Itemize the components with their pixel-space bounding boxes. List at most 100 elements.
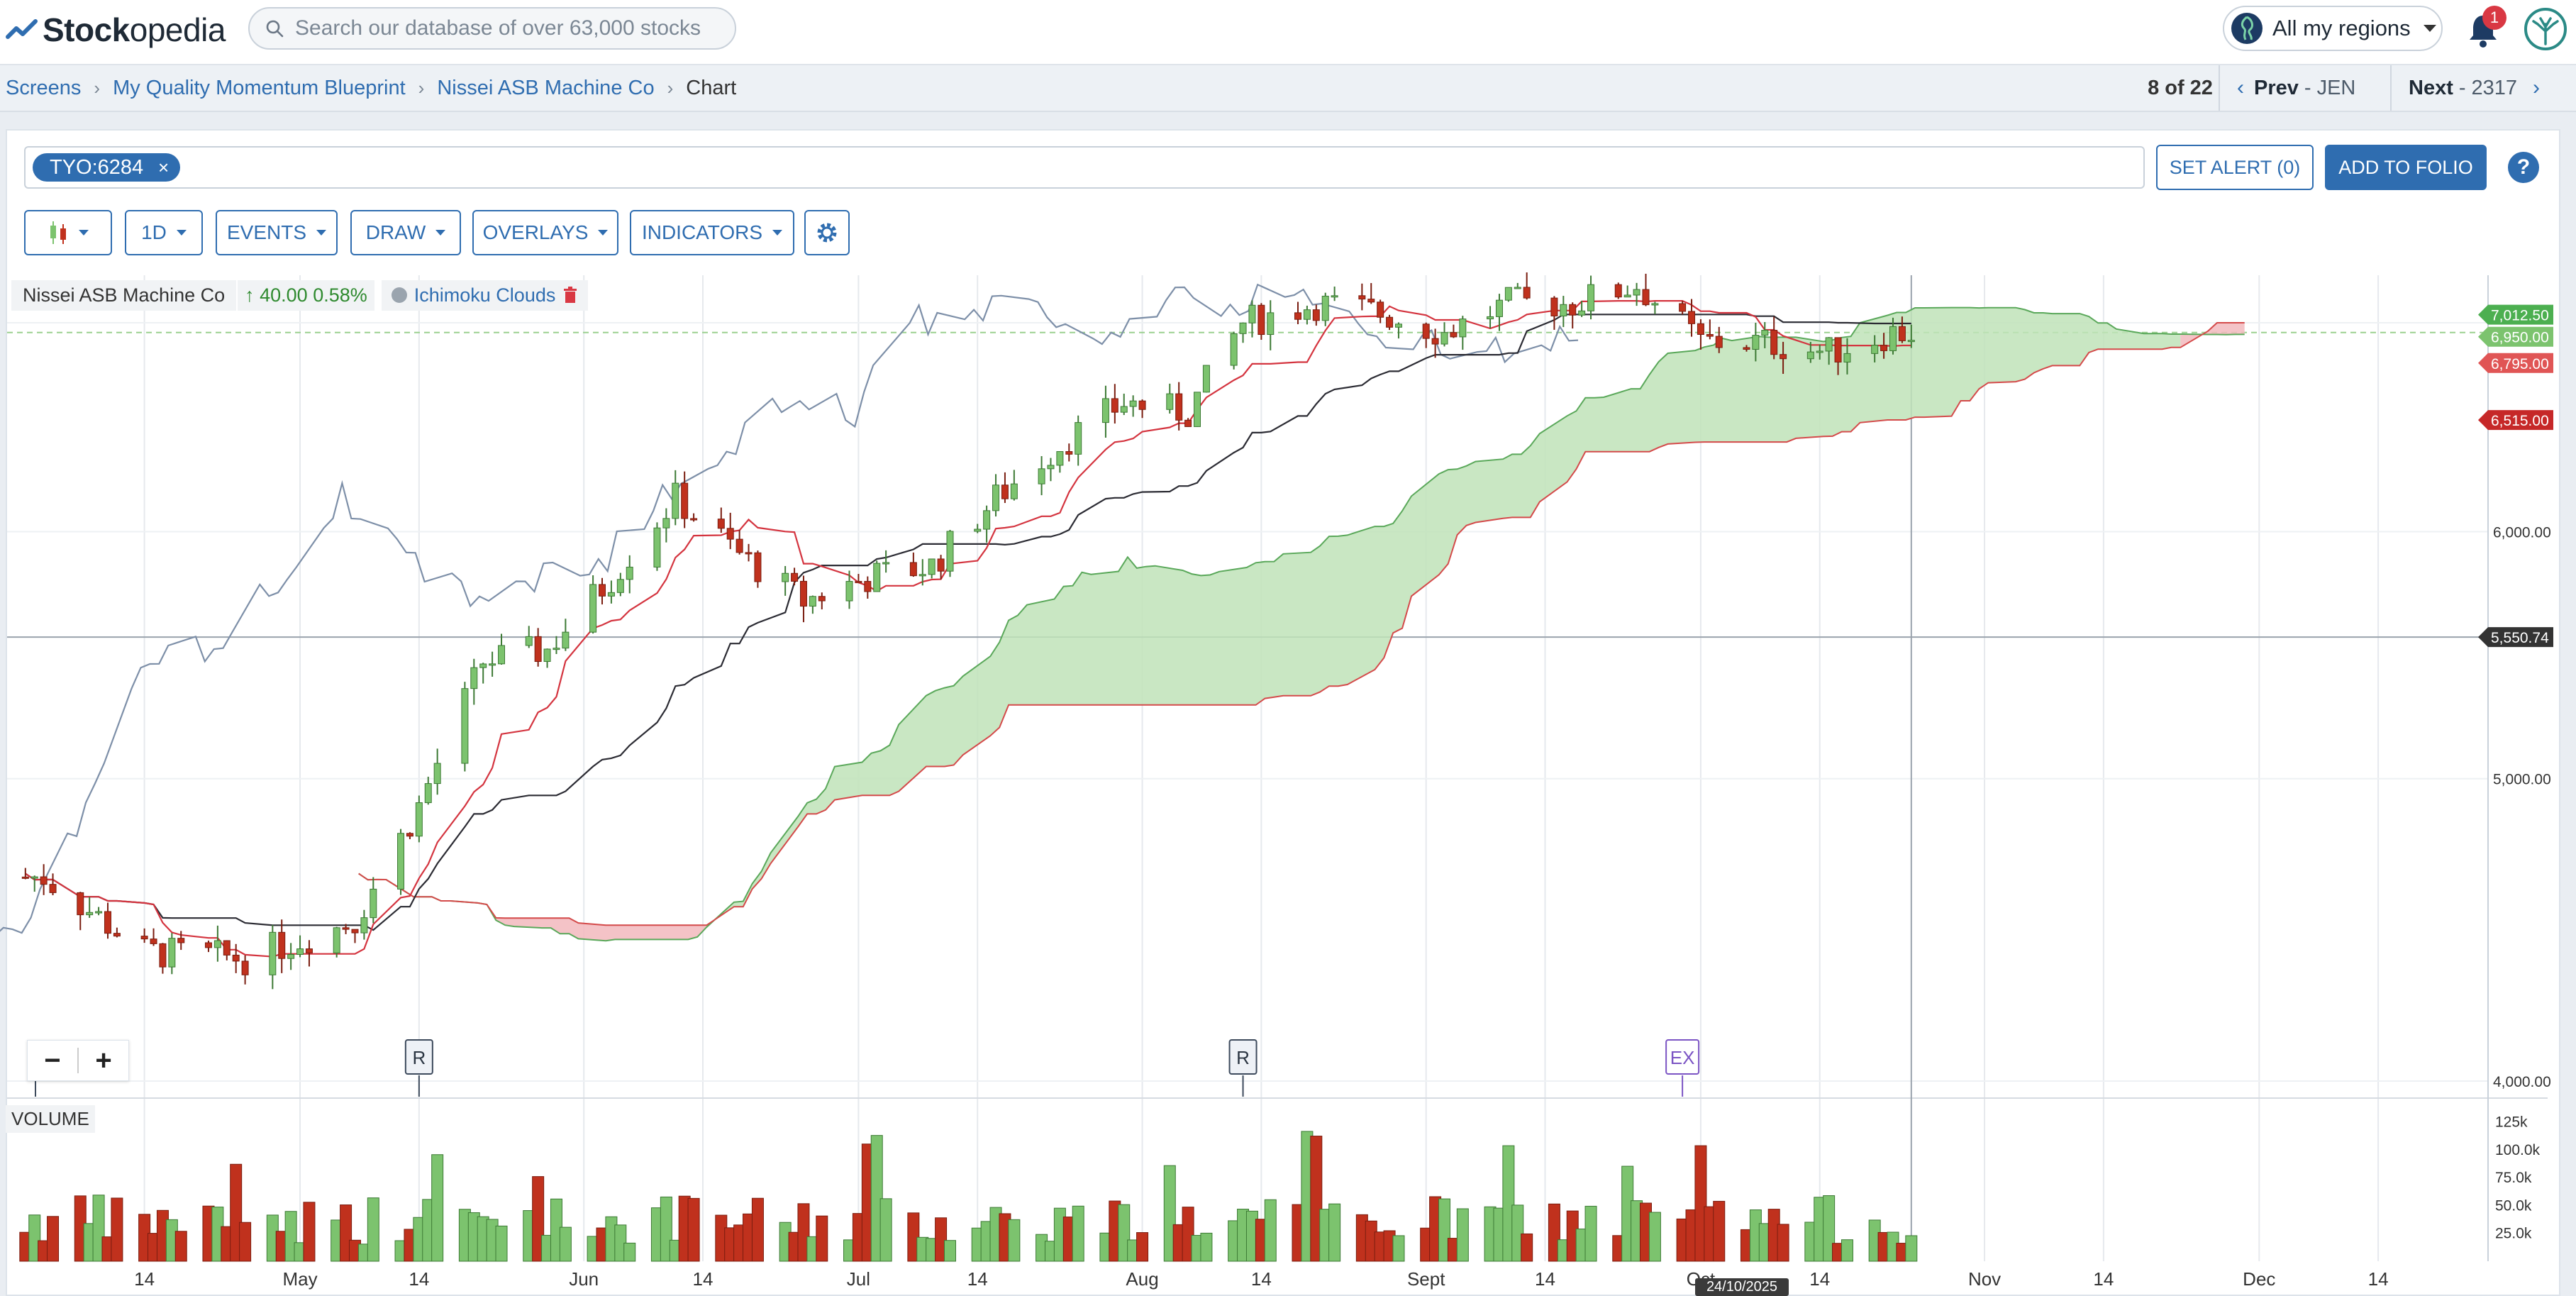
candle-body — [40, 876, 48, 885]
candle-body — [616, 579, 624, 593]
next-button[interactable]: Next - 2317 › — [2390, 65, 2576, 111]
candle-body — [599, 584, 606, 597]
candle-body — [461, 688, 469, 764]
trash-icon[interactable] — [562, 287, 578, 304]
candle-body — [1614, 284, 1622, 298]
indicators-dropdown[interactable]: INDICATORS — [630, 210, 794, 255]
stockopedia-logo[interactable]: Stockopedia — [6, 9, 226, 51]
candle-body — [370, 888, 377, 919]
candle-body — [864, 581, 872, 592]
legend-company: Nissei ASB Machine Co — [11, 279, 237, 311]
cloud-bearish — [2180, 323, 2245, 348]
price-chart[interactable]: 14May14Jun14Jul14Aug14Sept14Oct14Nov14De… — [0, 272, 2576, 1296]
breadcrumb-screens[interactable]: Screens — [6, 76, 82, 99]
candle-body — [1843, 353, 1851, 362]
candle-body — [974, 528, 982, 532]
candle-body — [333, 927, 340, 953]
legend-indicator[interactable]: Ichimoku Clouds — [381, 279, 589, 311]
price-label-tag — [2478, 410, 2553, 431]
interval-dropdown[interactable]: 1D — [125, 210, 203, 255]
event-marker — [1665, 1039, 1700, 1075]
search-bar[interactable] — [248, 7, 736, 50]
volume-bar — [1521, 1233, 1533, 1262]
candle-body — [1202, 365, 1210, 393]
candle-body — [1038, 468, 1045, 484]
volume-bar — [1072, 1205, 1084, 1262]
price-label-text: 7,012.50 — [2491, 308, 2549, 324]
candle-body — [1377, 301, 1384, 318]
volume-bar — [1905, 1235, 1918, 1262]
prev-button[interactable]: ‹ Prev - JEN — [2219, 65, 2389, 111]
volume-tick-label: 125k — [2495, 1114, 2528, 1131]
breadcrumb-screen[interactable]: My Quality Momentum Blueprint — [113, 76, 406, 99]
volume-bar — [1713, 1200, 1726, 1262]
chevron-down-icon — [435, 230, 446, 236]
region-selector[interactable]: All my regions — [2223, 6, 2443, 51]
candle-body — [1706, 333, 1714, 337]
legend-indicator-label: Ichimoku Clouds — [413, 284, 556, 306]
price-label-text: 5,550.74 — [2491, 630, 2549, 646]
candle-body — [278, 931, 286, 959]
volume-bar — [1328, 1203, 1341, 1262]
candle-body — [1651, 303, 1659, 306]
candle-body — [232, 954, 240, 962]
candle-body — [745, 552, 753, 555]
zoom-in-button[interactable]: + — [95, 1044, 112, 1076]
volume-bar — [1648, 1212, 1661, 1262]
volume-bar — [1548, 1203, 1560, 1262]
chart-type-dropdown[interactable] — [24, 210, 112, 255]
senkou-span-a — [358, 306, 2245, 942]
candle-body — [1752, 335, 1760, 350]
events-dropdown[interactable]: EVENTS — [216, 210, 338, 255]
draw-dropdown[interactable]: DRAW — [350, 210, 461, 255]
candle-body — [159, 943, 167, 968]
cloud-bearish — [487, 904, 707, 941]
candle-body — [406, 833, 413, 837]
settings-button[interactable] — [804, 210, 850, 255]
candle-body — [1743, 347, 1750, 350]
volume-bar — [816, 1215, 828, 1262]
cloud-bullish — [706, 307, 2181, 928]
chevron-down-icon — [2423, 25, 2436, 32]
volume-tick-label: 50.0k — [2495, 1197, 2532, 1214]
candle-body — [287, 954, 295, 959]
candle-body — [1550, 297, 1558, 316]
ichimoku-lines — [0, 283, 2245, 958]
ichimoku-cloud — [358, 307, 2245, 941]
volume-bar — [751, 1197, 764, 1262]
profile-tree-icon[interactable] — [2524, 7, 2567, 51]
volume-tick-label: 75.0k — [2495, 1170, 2532, 1186]
candle-body — [1129, 400, 1137, 407]
candle-body — [140, 936, 148, 940]
overlays-dropdown[interactable]: OVERLAYS — [472, 210, 618, 255]
candle-body — [86, 912, 94, 916]
candle-body — [1495, 299, 1503, 317]
volume-bar — [367, 1197, 379, 1262]
search-input[interactable] — [294, 16, 735, 41]
candle-body — [690, 518, 698, 521]
indicators-label: INDICATORS — [641, 221, 763, 243]
senkou-span-b — [358, 322, 2245, 926]
breadcrumb-company[interactable]: Nissei ASB Machine Co — [437, 76, 655, 99]
price-label-text: 6,950.00 — [2491, 330, 2549, 346]
x-tick-label: 14 — [1535, 1268, 1555, 1290]
set-alert-button[interactable]: SET ALERT (0) — [2156, 145, 2314, 190]
price-label-text: 6,795.00 — [2491, 356, 2549, 372]
candle-body — [470, 667, 478, 689]
volume-bar — [660, 1196, 672, 1262]
chevron-left-icon: ‹ — [2237, 76, 2244, 99]
candle-body — [1487, 316, 1494, 320]
add-to-folio-button[interactable]: ADD TO FOLIO — [2325, 145, 2487, 190]
notification-badge: 1 — [2482, 6, 2506, 30]
candle-body — [397, 833, 405, 890]
remove-ticker-icon[interactable]: × — [158, 157, 170, 178]
candle-body — [946, 531, 954, 572]
ticker-input[interactable]: TYO:6284 × — [24, 146, 2145, 189]
candle-body — [543, 648, 551, 663]
candle-body — [735, 538, 743, 553]
volume-bar — [1777, 1224, 1789, 1262]
zoom-out-button[interactable]: − — [44, 1044, 61, 1076]
price-label-tag — [2478, 326, 2553, 347]
help-icon[interactable]: ? — [2508, 152, 2539, 183]
candle-body — [113, 933, 121, 937]
